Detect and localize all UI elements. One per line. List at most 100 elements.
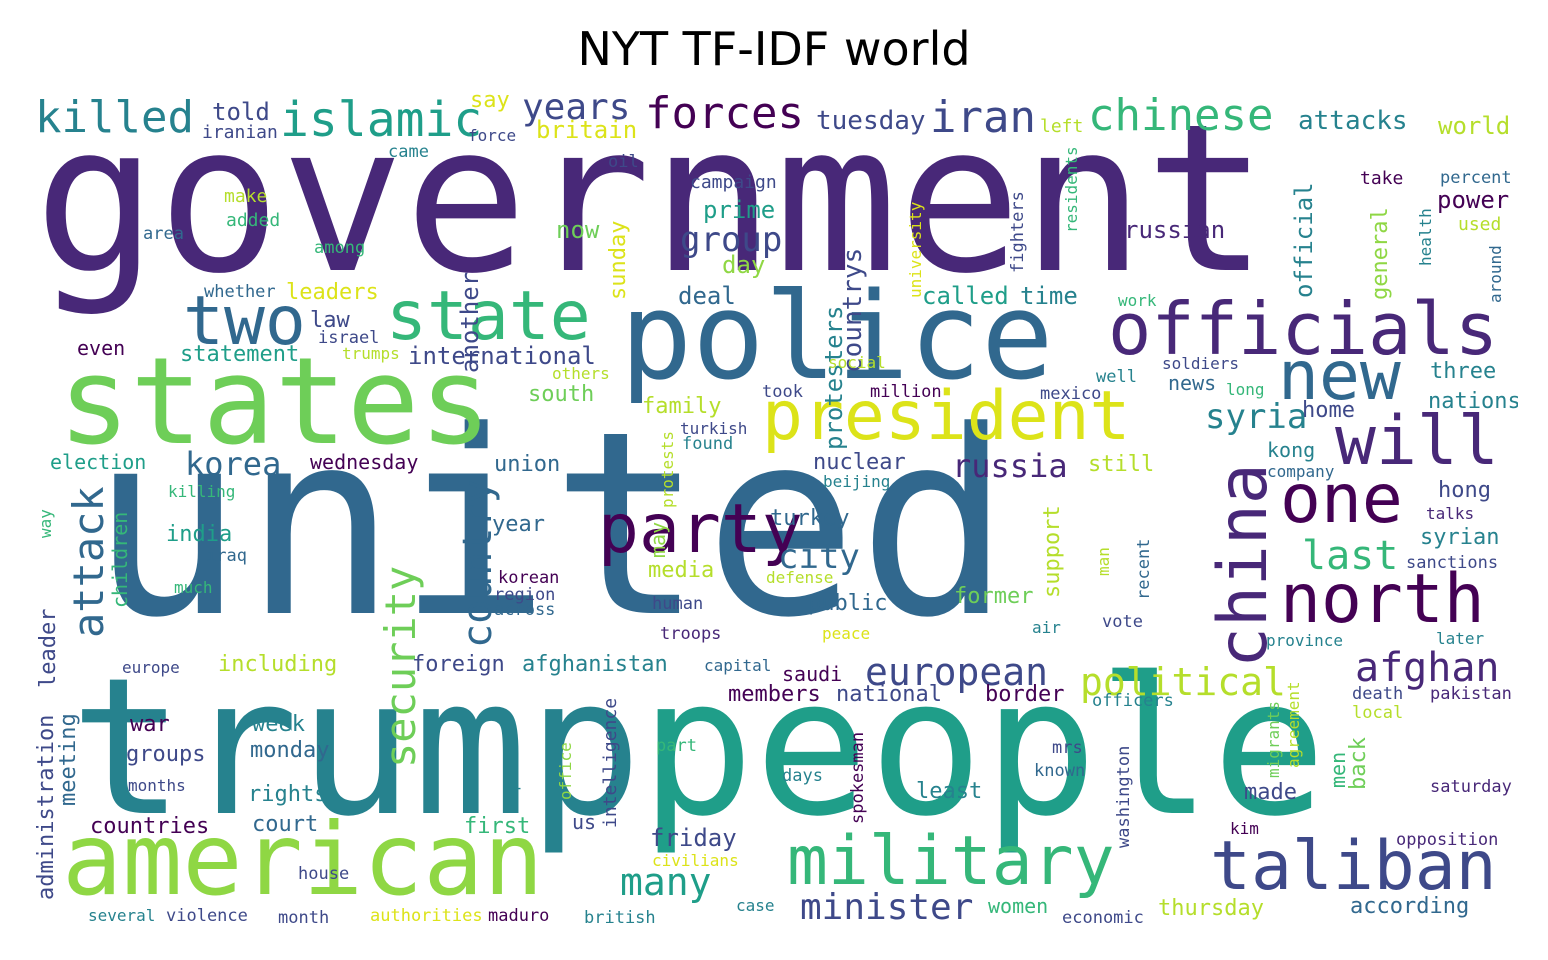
word-attacks: attacks <box>1298 106 1408 136</box>
word-around: around <box>1486 245 1505 303</box>
word-monday: monday <box>250 738 330 763</box>
word-way: way <box>36 509 55 538</box>
word-added: added <box>226 210 281 231</box>
word-capital: capital <box>704 656 772 675</box>
word-international: international <box>408 342 596 370</box>
word-death: death <box>1352 684 1404 704</box>
word-officers: officers <box>1092 691 1174 711</box>
word-years: years <box>522 88 631 128</box>
word-law: law <box>310 308 350 333</box>
word-force: force <box>468 126 517 145</box>
word-war: war <box>130 712 170 737</box>
word-city: city <box>778 537 860 577</box>
word-protesters: protesters <box>820 305 848 451</box>
word-attack: attack <box>64 486 113 638</box>
word-office: office <box>556 742 575 800</box>
word-russian: russian <box>1124 216 1226 244</box>
word-political: political <box>1080 660 1286 704</box>
word-state: state <box>386 277 591 356</box>
word-recent: recent <box>1134 538 1154 600</box>
word-civilians: civilians <box>652 851 739 870</box>
word-told: told <box>212 98 270 126</box>
word-kong: kong <box>1267 438 1316 462</box>
word-saturday: saturday <box>1430 777 1512 797</box>
word-world: world <box>1438 112 1511 140</box>
word-troops: troops <box>660 624 722 644</box>
word-country: country <box>455 479 501 648</box>
word-others: others <box>552 364 610 383</box>
word-day: day <box>722 251 766 279</box>
word-now: now <box>556 216 600 244</box>
word-nations: nations <box>1428 389 1518 414</box>
word-oil: oil <box>608 152 639 172</box>
word-public: public <box>808 591 888 616</box>
word-campaign: campaign <box>690 172 777 193</box>
word-area: area <box>143 224 184 244</box>
word-economic: economic <box>1062 908 1144 928</box>
word-maduro: maduro <box>488 906 550 926</box>
word-long: long <box>1226 380 1265 399</box>
word-house: house <box>298 864 350 884</box>
word-reported: reported <box>502 732 521 810</box>
word-turkish: turkish <box>680 419 748 438</box>
word-protests: protests <box>658 430 677 508</box>
word-soldiers: soldiers <box>1162 354 1240 373</box>
word-military: military <box>787 822 1115 901</box>
word-spokesman: spokesman <box>848 731 868 824</box>
word-among: among <box>314 238 366 258</box>
word-according: according <box>1350 894 1470 919</box>
word-government: government <box>34 88 1269 319</box>
word-million: million <box>870 382 942 402</box>
word-beijing: beijing <box>823 472 891 491</box>
word-intelligence: intelligence <box>600 697 621 828</box>
word-korean: korean <box>498 568 560 588</box>
word-syria: syria <box>1205 397 1308 437</box>
word-britain: britain <box>536 116 638 144</box>
word-month: month <box>278 908 330 928</box>
word-residents: residents <box>1062 146 1081 233</box>
word-officials: officials <box>1108 287 1499 371</box>
word-media: media <box>648 558 715 583</box>
word-russia: russia <box>952 447 1068 485</box>
word-leaders: leaders <box>286 280 379 305</box>
word-national: national <box>836 682 942 707</box>
word-called: called <box>922 282 1009 310</box>
word-afghan: afghan <box>1355 645 1500 691</box>
word-us: us <box>572 810 597 834</box>
word-chinese: chinese <box>1088 90 1274 141</box>
word-part: part <box>656 736 697 756</box>
word-peace: peace <box>822 624 871 643</box>
word-say: say <box>470 88 510 113</box>
word-iranian: iranian <box>202 122 278 143</box>
word-election: election <box>50 450 147 474</box>
word-health: health <box>1416 208 1435 266</box>
word-states: states <box>58 333 492 472</box>
word-women: women <box>988 894 1049 918</box>
word-last: last <box>1302 533 1399 579</box>
word-foreign: foreign <box>412 652 505 677</box>
word-new: new <box>1278 337 1401 416</box>
word-mexico: mexico <box>1040 384 1102 404</box>
word-europe: europe <box>122 658 180 677</box>
word-minister: minister <box>800 887 974 928</box>
word-party: party <box>598 490 803 569</box>
word-islamic: islamic <box>280 92 483 148</box>
word-south: south <box>528 382 595 407</box>
word-united: united <box>90 377 1012 674</box>
word-friday: friday <box>650 824 737 852</box>
word-take: take <box>1360 168 1404 189</box>
word-israel: israel <box>318 328 380 348</box>
word-made: made <box>1244 780 1297 805</box>
word-make: make <box>224 186 268 207</box>
word-cloud: government united trump people states po… <box>30 88 1518 938</box>
word-border: border <box>985 682 1065 707</box>
word-region: region <box>494 585 556 605</box>
word-nuclear: nuclear <box>813 450 906 475</box>
word-least: least <box>916 779 983 804</box>
word-local: local <box>1352 703 1404 723</box>
word-administration: administration <box>34 714 59 900</box>
word-pakistan: pakistan <box>1430 684 1512 704</box>
word-turkey: turkey <box>770 506 850 531</box>
word-mrs: mrs <box>1052 738 1083 758</box>
word-american: american <box>62 801 544 918</box>
